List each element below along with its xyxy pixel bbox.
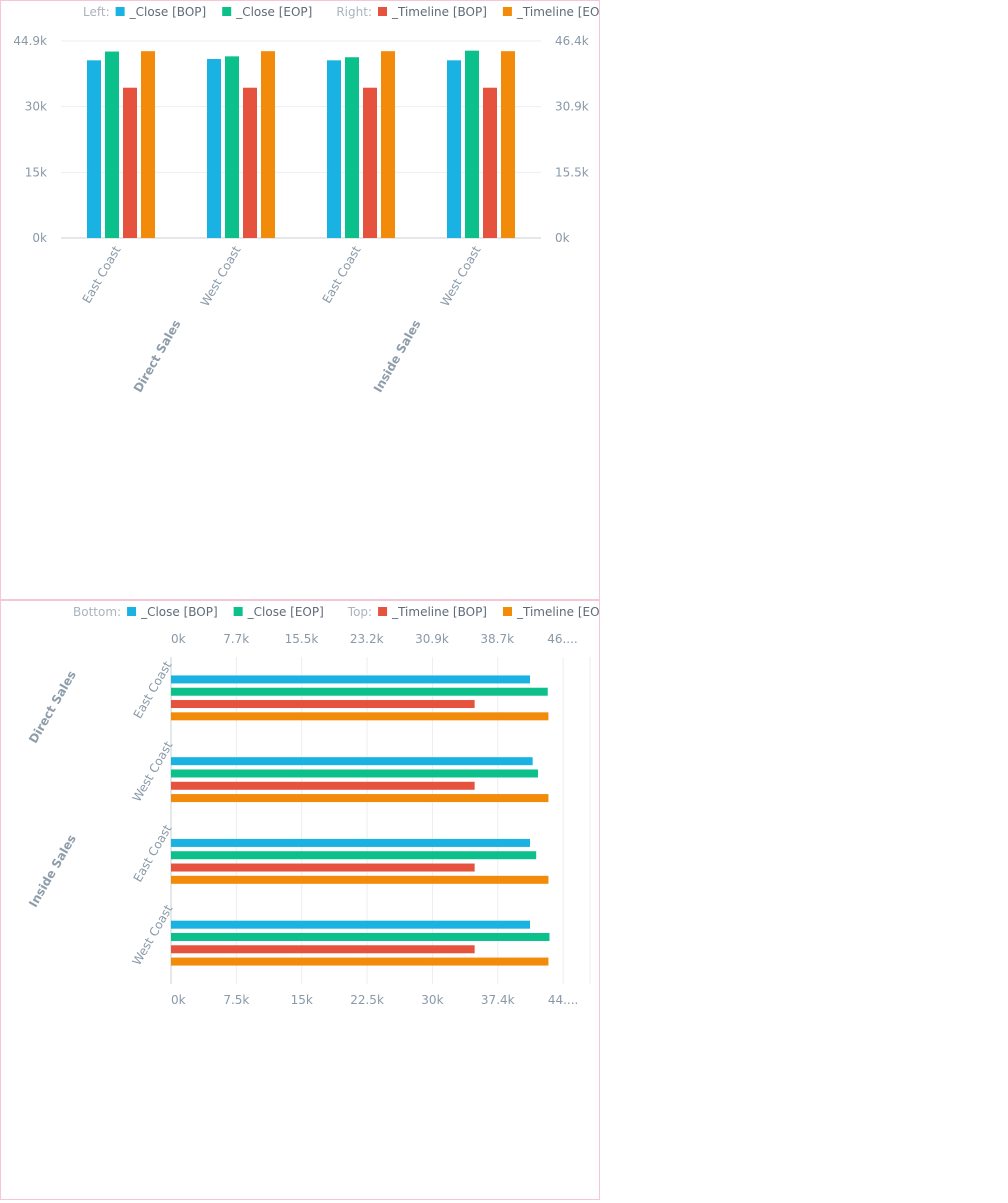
vertical-bar-chart-panel: Left: _Close [BOP] _Close [EOP] Right: _Time…	[0, 0, 611, 600]
group-label: Inside Sales	[371, 318, 424, 395]
top-axis-tick-label: 15.5k	[285, 632, 319, 646]
left-axis-tick-label: 15k	[25, 165, 47, 179]
bar	[171, 838, 530, 847]
category-label: East Coast	[320, 243, 364, 305]
legend-swatch	[502, 607, 512, 616]
bottom-axis-tick-label: 30k	[421, 993, 443, 1007]
bar	[105, 51, 119, 239]
right-axis-tick-label: 15.5k	[555, 165, 589, 179]
bar	[465, 50, 479, 239]
bar	[363, 87, 377, 239]
legend-item-label: _Close [EOP]	[235, 5, 312, 19]
bar	[171, 875, 549, 884]
top-axis-tick-label: 46....	[547, 632, 578, 646]
bar	[171, 700, 475, 709]
category-label: East Coast	[80, 243, 124, 305]
legend-swatch	[115, 7, 125, 16]
bar	[171, 863, 475, 872]
left-axis-tick-label: 44.9k	[13, 34, 47, 48]
bar	[171, 675, 530, 684]
bar	[327, 60, 341, 239]
bar	[207, 58, 221, 239]
bar	[225, 56, 239, 238]
bar	[171, 757, 533, 766]
bottom-axis-tick-label: 44....	[548, 993, 579, 1007]
legend-item-label: _Close [EOP]	[247, 605, 324, 619]
bar	[171, 920, 530, 929]
legend-swatch	[378, 607, 388, 616]
legend-item-label: _Timeline [BOP]	[391, 5, 487, 19]
bar	[501, 51, 515, 239]
bar	[171, 769, 538, 778]
right-axis-tick-label: 0k	[555, 231, 570, 245]
legend-item-label: _Timeline [BOP]	[391, 605, 487, 619]
top-axis-tick-label: 30.9k	[415, 632, 449, 646]
bar	[447, 60, 461, 239]
bottom-axis-tick-label: 22.5k	[350, 993, 384, 1007]
category-label: East Coast	[131, 659, 175, 721]
bar	[171, 945, 475, 954]
legend-swatch	[222, 7, 232, 16]
group-label: Inside Sales	[26, 832, 79, 909]
bar	[171, 794, 549, 803]
legend-prefix: Right:	[336, 5, 372, 19]
top-axis-tick-label: 0k	[171, 632, 186, 646]
legend-item-label: _Timeline [EOP]	[516, 5, 599, 19]
bottom-axis-tick-label: 15k	[291, 993, 313, 1007]
bar	[171, 851, 537, 860]
legend-swatch	[378, 7, 387, 16]
top-axis-tick-label: 38.7k	[480, 632, 514, 646]
legend-prefix: Left:	[83, 5, 110, 19]
horizontal-bar-chart: Bottom: _Close [BOP] _Close [EOP] Top: _Time…	[26, 605, 611, 1007]
right-axis-tick-label: 30.9k	[555, 100, 589, 114]
category-label: East Coast	[131, 822, 175, 884]
right-axis-tick-label: 46.4k	[555, 34, 589, 48]
bar	[261, 51, 275, 239]
bar	[171, 957, 549, 966]
legend-swatch	[233, 607, 243, 616]
category-label: West Coast	[130, 902, 176, 968]
bar	[87, 60, 101, 239]
top-axis-tick-label: 23.2k	[350, 632, 384, 646]
category-label: West Coast	[130, 739, 176, 805]
category-label: West Coast	[438, 243, 484, 309]
group-label: Direct Sales	[26, 668, 79, 745]
horizontal-bar-chart-panel: Bottom: _Close [BOP] _Close [EOP] Top: _Time…	[0, 600, 611, 1200]
bottom-axis-tick-label: 37.4k	[481, 993, 515, 1007]
bar	[243, 87, 257, 239]
top-axis-tick-label: 7.7k	[223, 632, 249, 646]
vertical-bar-chart: Left: _Close [BOP] _Close [EOP] Right: _Time…	[13, 5, 611, 395]
legend-swatch	[127, 607, 137, 616]
bar	[345, 57, 359, 238]
bar	[381, 51, 395, 239]
bar	[141, 51, 155, 239]
bar	[171, 932, 550, 941]
bottom-axis-tick-label: 0k	[171, 993, 186, 1007]
left-axis-tick-label: 0k	[32, 231, 47, 245]
bottom-axis-tick-label: 7.5k	[223, 993, 249, 1007]
legend-item-label: _Close [BOP]	[140, 605, 218, 619]
legend-item-label: _Close [BOP]	[129, 5, 207, 19]
legend-item-label: _Timeline [EOP]	[516, 605, 599, 619]
group-label: Direct Sales	[131, 318, 184, 395]
legend-prefix: Top:	[347, 605, 372, 619]
category-label: West Coast	[198, 243, 244, 309]
bar	[171, 712, 549, 721]
bar	[123, 87, 137, 239]
legend-swatch	[502, 7, 512, 16]
bar	[171, 781, 475, 790]
bar	[483, 87, 497, 239]
left-axis-tick-label: 30k	[25, 100, 47, 114]
bar	[171, 687, 548, 696]
legend-prefix: Bottom:	[73, 605, 121, 619]
